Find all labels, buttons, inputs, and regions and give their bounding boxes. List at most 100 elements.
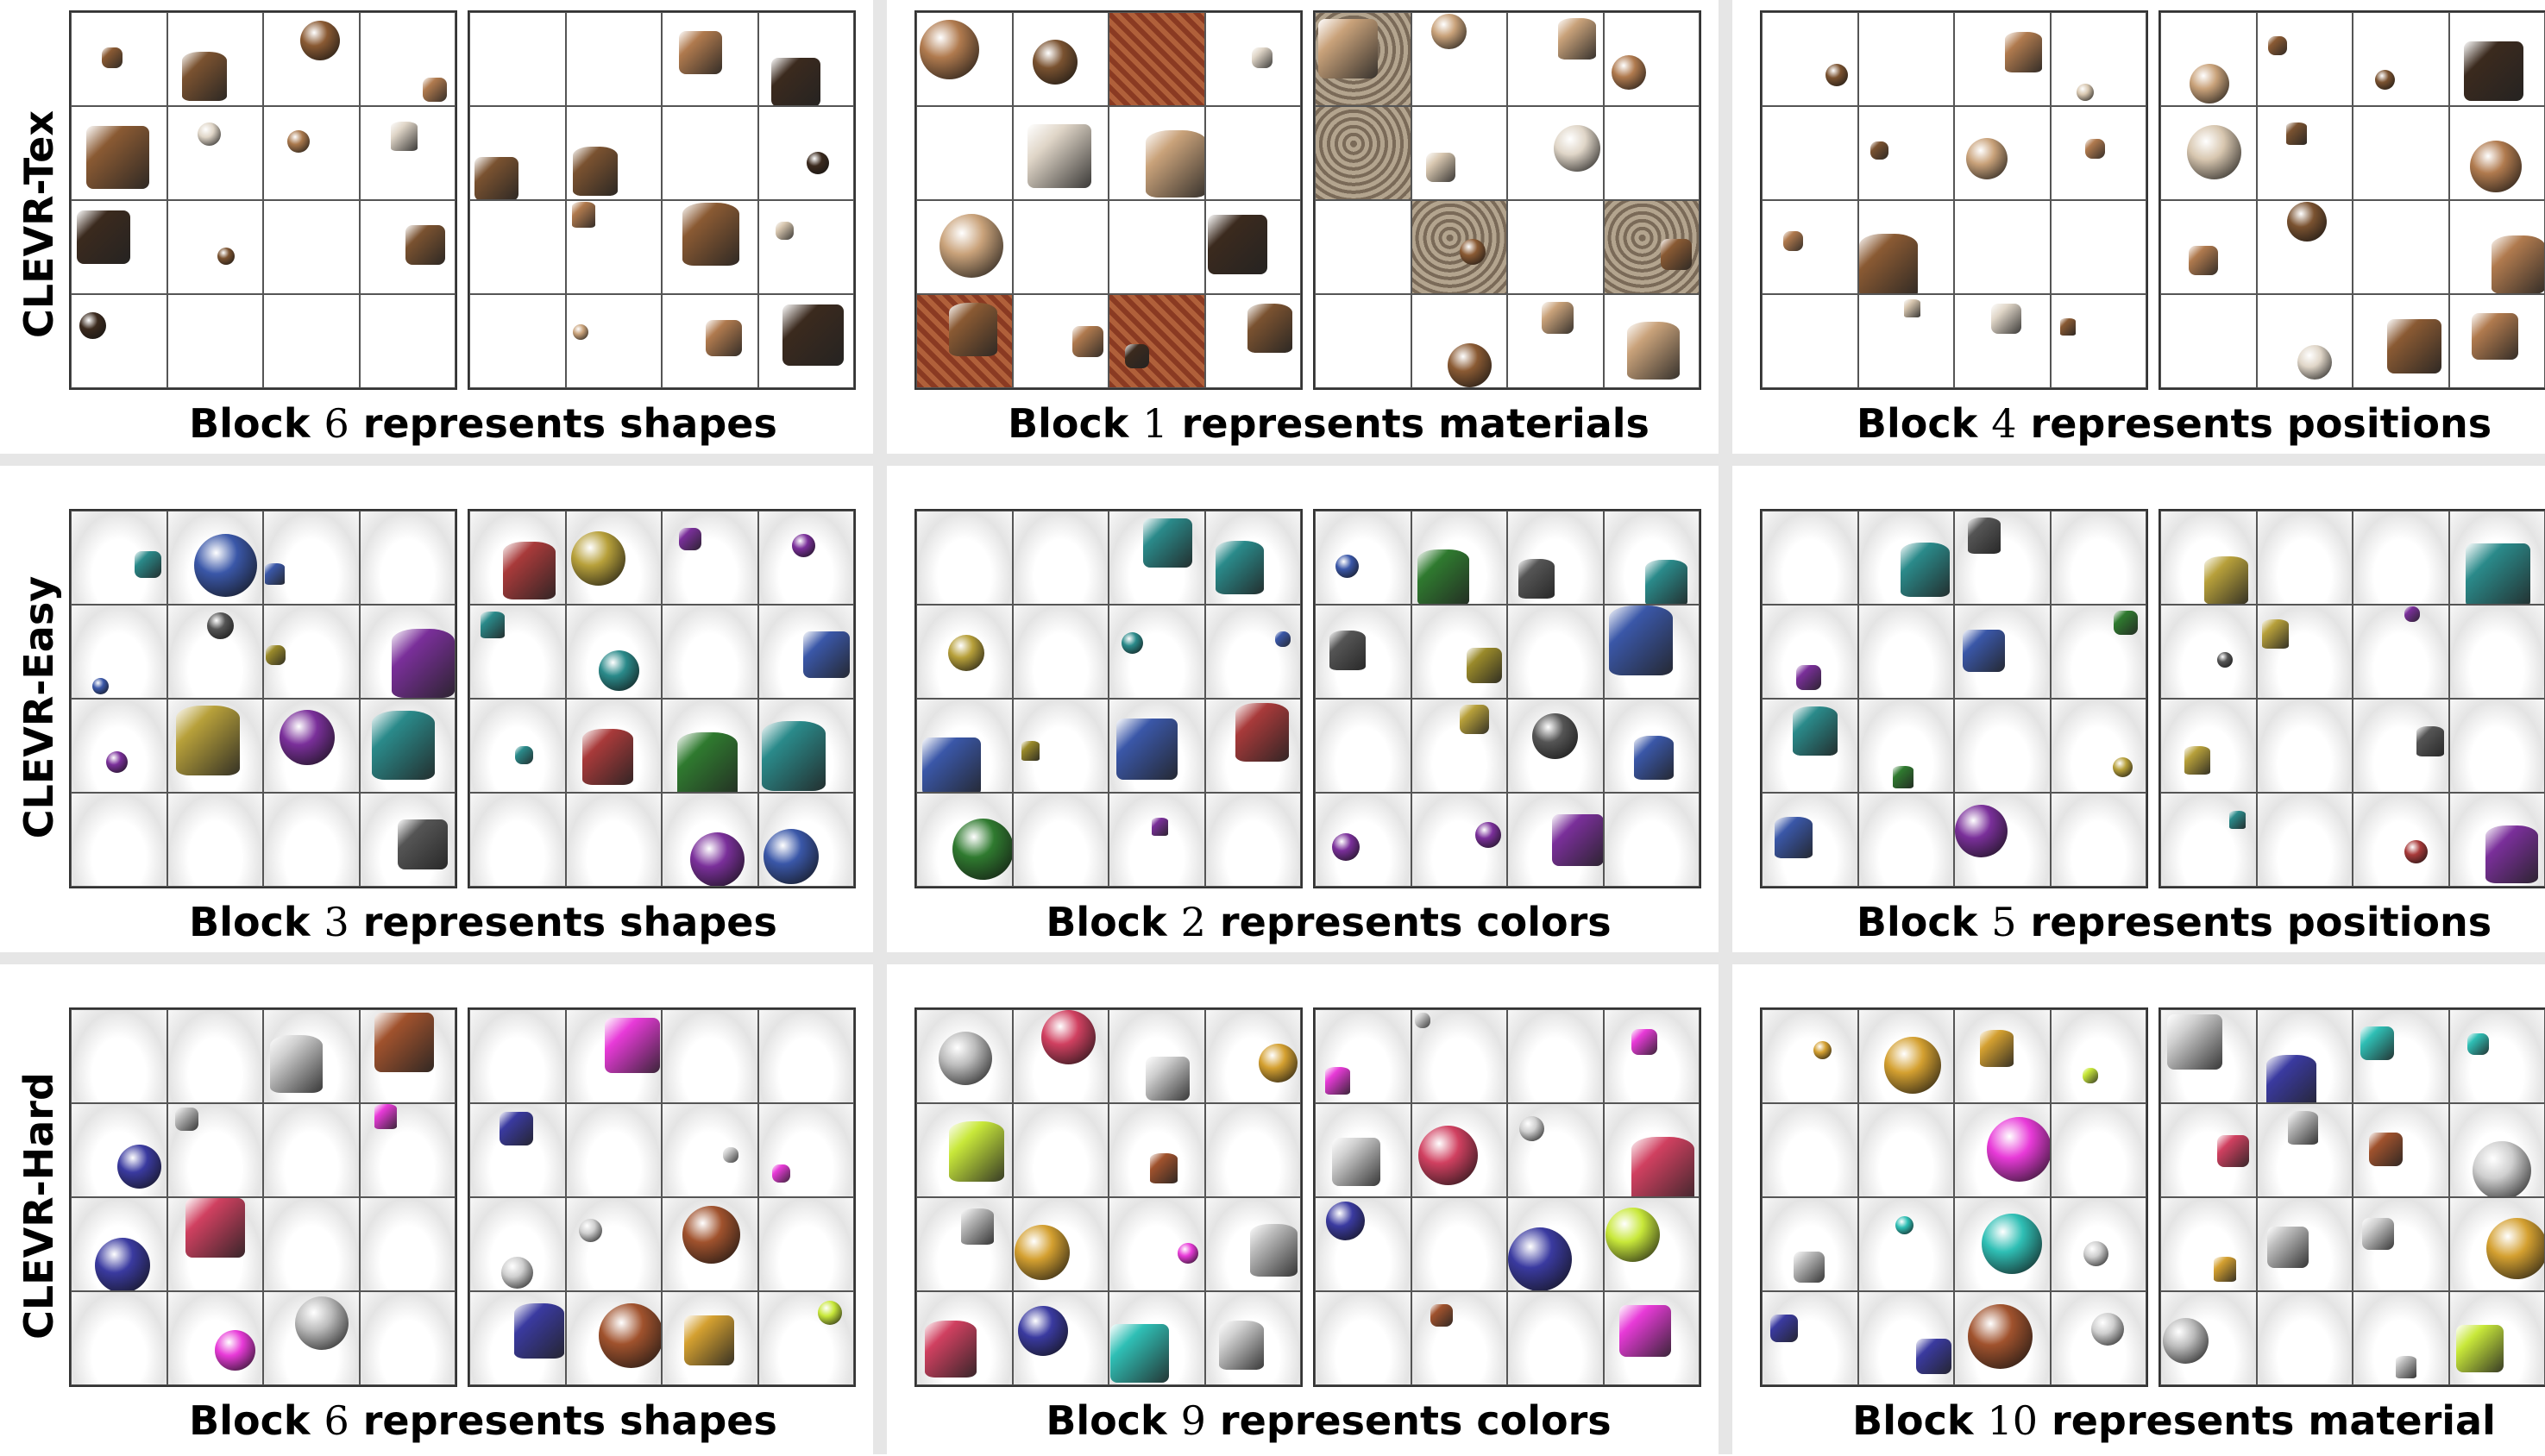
image-tile [1762,1009,1858,1103]
image-tile [360,1197,456,1291]
caption-block-word: Block [1046,899,1180,945]
image-tile [469,200,566,294]
image-grid [468,10,856,390]
object-sphere [1018,1306,1068,1356]
object-sphere [2091,1313,2124,1346]
image-tile [1411,294,1508,388]
object-cube [771,58,820,106]
object-sphere [1033,40,1078,85]
image-tile [1858,1103,1955,1197]
image-tile [469,294,566,388]
object-cyl [1417,549,1469,605]
image-tile [2449,699,2545,793]
image-tile [360,511,456,605]
image-tile [71,1009,167,1103]
image-tile [1762,1103,1858,1197]
image-tile [167,511,264,605]
image-tile [1205,1009,1302,1103]
object-cube [2404,606,2420,622]
image-tile [2160,1291,2257,1385]
object-cube [922,737,981,793]
object-cube [2085,139,2105,159]
image-tile [758,106,855,200]
object-sphere [95,1238,150,1291]
image-tile [1205,1291,1302,1385]
image-tile [1762,605,1858,699]
figure-panel: Block 3 represents shapes [69,509,897,957]
image-tile [469,605,566,699]
image-tile [1604,1197,1700,1291]
object-sphere [1015,1225,1070,1280]
image-tile [2449,106,2545,200]
object-cube [2464,41,2523,101]
object-cube [2467,1033,2489,1055]
image-tile [1013,12,1109,106]
object-sphere [300,21,340,60]
object-cyl [961,1208,994,1245]
image-tile [662,1291,758,1385]
image-tile [916,200,1013,294]
image-tile [263,200,360,294]
image-tile [2160,699,2257,793]
image-tile [1013,200,1109,294]
image-tile [1411,106,1508,200]
object-cube [423,78,447,102]
image-tile [1013,1009,1109,1103]
object-cube [2114,611,2138,635]
object-sphere [1532,713,1578,759]
image-tile [1507,1197,1604,1291]
figure-panel: Block 6 represents shapes [69,10,897,459]
image-tile [2160,511,2257,605]
image-tile [2257,793,2353,887]
image-tile [1954,511,2051,605]
object-sphere [1982,1214,2042,1274]
object-cyl [2184,746,2210,775]
image-tile [1954,1103,2051,1197]
image-tile [360,106,456,200]
object-cyl [1235,703,1289,762]
image-tile [1954,1009,2051,1103]
image-tile [1411,699,1508,793]
image-tile [71,1197,167,1291]
image-grid [914,509,1303,888]
object-sphere [1431,14,1467,49]
image-tile [2051,699,2147,793]
figure-panel: Block 2 represents colors [914,509,1743,957]
panel-caption: Block 9 represents colors [914,1397,1743,1444]
object-sphere [501,1257,533,1289]
caption-block-number: 4 [1991,400,2016,447]
image-tile [469,1197,566,1291]
image-tile [1013,1291,1109,1385]
image-tile [360,294,456,388]
image-tile [1762,294,1858,388]
image-tile [167,605,264,699]
object-sphere [217,248,235,265]
image-grid [468,1007,856,1387]
object-sphere [287,130,310,153]
object-sphere [579,1219,602,1242]
object-cube [2466,543,2530,605]
caption-description: represents shapes [349,899,777,945]
image-tile [1411,12,1508,106]
image-tile [1411,511,1508,605]
image-tile [469,106,566,200]
image-tile [2449,1103,2545,1197]
image-grid [69,509,457,888]
object-cyl [1021,741,1040,761]
object-cyl [949,1121,1004,1182]
image-tile [758,200,855,294]
image-tile [2160,200,2257,294]
object-cube [398,819,448,869]
object-sphere [2187,125,2241,179]
object-cyl [2204,556,2248,605]
image-tile [1604,605,1700,699]
object-sphere [92,678,109,694]
image-grid [914,10,1303,390]
object-sphere [1332,833,1360,861]
object-cyl [1645,560,1687,605]
image-tile [566,605,663,699]
panel-caption: Block 6 represents shapes [69,400,897,447]
image-tile [1315,1103,1411,1197]
caption-block-word: Block [1008,400,1142,447]
caption-block-word: Block [1852,1397,1987,1444]
